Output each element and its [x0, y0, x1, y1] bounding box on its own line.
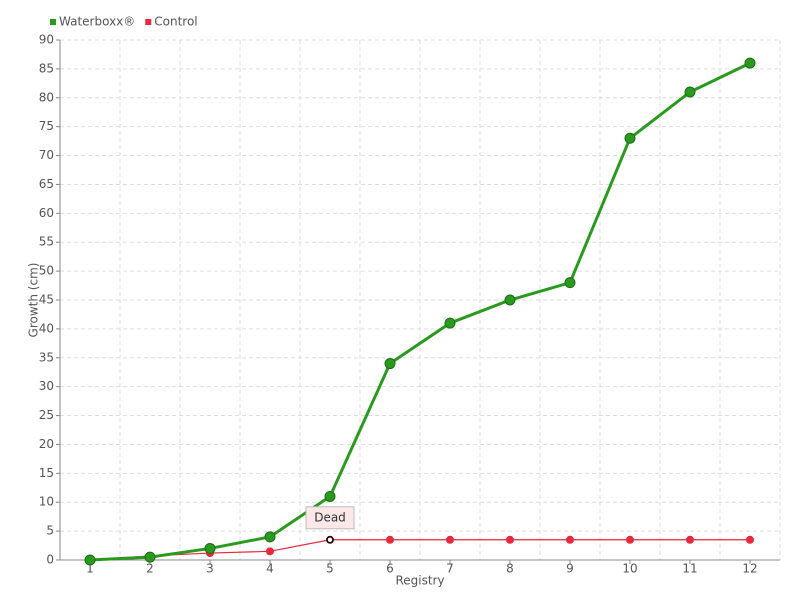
- y-tick-label: 5: [46, 524, 54, 538]
- data-point: [446, 535, 454, 544]
- data-point: [684, 86, 696, 98]
- y-tick-label: 45: [39, 293, 54, 307]
- y-tick-label: 55: [39, 235, 54, 249]
- data-point: [144, 551, 156, 563]
- series-line: [89, 539, 750, 561]
- annotation-label: Dead: [314, 510, 346, 524]
- data-point: [504, 294, 516, 306]
- x-tick-label: 6: [386, 562, 394, 576]
- data-point: [384, 358, 396, 370]
- data-point: [266, 547, 274, 556]
- y-tick-label: 40: [39, 321, 54, 335]
- y-tick-label: 80: [39, 90, 54, 104]
- y-tick-label: 70: [39, 148, 54, 162]
- data-point: [506, 535, 514, 544]
- x-tick-label: 8: [506, 562, 514, 576]
- data-point: [746, 535, 754, 544]
- y-tick-label: 30: [39, 379, 54, 393]
- data-point: [386, 535, 394, 544]
- data-point: [264, 531, 276, 543]
- x-tick-label: 12: [742, 562, 757, 576]
- x-tick-label: 9: [566, 562, 574, 576]
- legend-label: Control: [154, 15, 197, 29]
- y-tick-label: 60: [39, 206, 54, 220]
- x-axis-title: Registry: [395, 574, 444, 588]
- annotation-point: [326, 536, 334, 544]
- data-point: [624, 132, 636, 144]
- data-point: [566, 535, 574, 544]
- y-tick-label: 25: [39, 408, 54, 422]
- data-point: [686, 535, 694, 544]
- x-tick-label: 5: [326, 562, 334, 576]
- legend-swatch: [50, 19, 56, 25]
- x-tick-label: 3: [206, 562, 214, 576]
- x-tick-label: 10: [622, 562, 637, 576]
- data-point: [744, 57, 756, 69]
- series-line: [89, 61, 751, 562]
- annotation-box: [305, 506, 355, 530]
- y-tick-label: 50: [39, 264, 54, 278]
- x-tick-label: 1: [86, 562, 94, 576]
- y-tick-label: 65: [39, 177, 54, 191]
- data-point: [84, 554, 96, 566]
- y-tick-label: 85: [39, 61, 54, 75]
- y-tick-label: 0: [46, 553, 54, 567]
- data-point: [444, 317, 456, 329]
- x-tick-label: 4: [266, 562, 274, 576]
- data-point: [564, 277, 576, 289]
- data-point: [204, 542, 216, 554]
- legend-swatch: [145, 19, 152, 25]
- x-tick-label: 2: [146, 562, 154, 576]
- x-tick-label: 7: [446, 562, 454, 576]
- y-axis-title: Growth (cm): [27, 263, 41, 338]
- y-tick-label: 75: [39, 119, 54, 133]
- y-tick-label: 20: [39, 437, 54, 451]
- y-tick-label: 10: [39, 495, 54, 509]
- data-point: [626, 535, 634, 544]
- data-point: [324, 490, 336, 502]
- y-tick-label: 35: [39, 350, 54, 364]
- y-tick-label: 90: [39, 33, 54, 47]
- y-tick-label: 15: [39, 466, 54, 480]
- x-tick-label: 11: [682, 562, 697, 576]
- legend-label: Waterboxx®: [59, 15, 135, 29]
